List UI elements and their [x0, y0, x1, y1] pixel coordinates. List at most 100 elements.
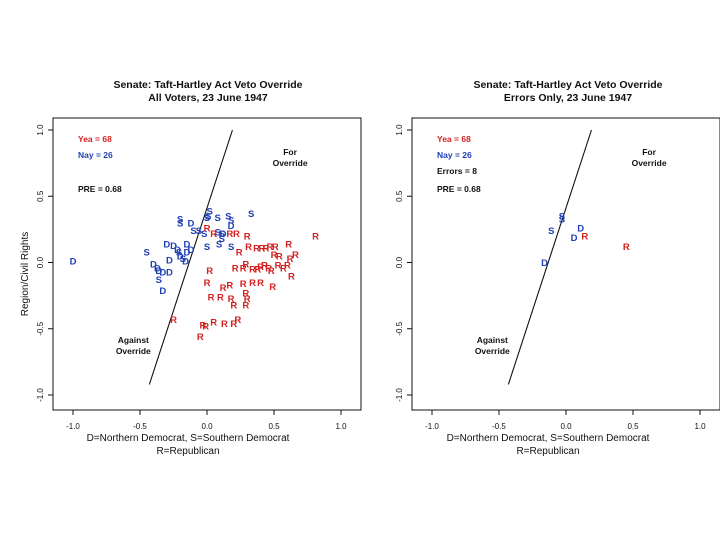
point-republican: R: [287, 254, 294, 265]
point-republican: R: [276, 251, 283, 262]
x-tick-label: 0.5: [627, 422, 639, 431]
point-northern-democrat: D: [155, 266, 162, 277]
point-republican: R: [234, 315, 241, 326]
point-northern-democrat: D: [154, 263, 161, 274]
x-tick-label: 0.0: [201, 422, 213, 431]
point-republican: R: [240, 263, 247, 274]
y-tick-label: -0.5: [395, 321, 404, 335]
point-republican: R: [254, 265, 261, 276]
point-republican: R: [275, 261, 282, 272]
panel-all-voters: Senate: Taft-Hartley Act Veto OverrideAl…: [20, 79, 362, 457]
point-southern-democrat: S: [559, 214, 565, 225]
point-northern-democrat: D: [166, 255, 173, 266]
point-republican: R: [202, 322, 209, 333]
point-republican: R: [263, 243, 270, 254]
point-northern-democrat: D: [170, 241, 177, 252]
against-label: Against: [118, 335, 149, 345]
point-southern-democrat: S: [205, 212, 211, 223]
point-southern-democrat: S: [215, 213, 221, 224]
point-southern-democrat: S: [176, 247, 182, 258]
point-northern-democrat: D: [182, 257, 189, 268]
point-republican: R: [285, 239, 292, 250]
point-northern-democrat: D: [177, 251, 184, 262]
stat-label: PRE = 0.68: [437, 184, 481, 194]
point-republican: R: [233, 229, 240, 240]
stat-label: Yea = 68: [78, 134, 112, 144]
point-northern-democrat: D: [571, 233, 578, 244]
y-tick-label: -1.0: [395, 388, 404, 402]
point-southern-democrat: S: [204, 213, 210, 224]
point-republican: R: [280, 263, 287, 274]
point-southern-democrat: S: [219, 234, 225, 245]
point-southern-democrat: S: [204, 242, 210, 253]
y-tick-label: 0.0: [36, 256, 45, 268]
point-northern-democrat: D: [166, 267, 173, 278]
point-southern-democrat: S: [190, 226, 196, 237]
x-tick-label: 1.0: [335, 422, 347, 431]
stat-label: Yea = 68: [437, 134, 471, 144]
point-republican: R: [269, 282, 276, 293]
point-republican: R: [204, 278, 211, 289]
cutting-line: [507, 129, 592, 385]
point-southern-democrat: S: [216, 239, 222, 250]
against-label-line2: Override: [116, 346, 151, 356]
chart-subtitle: Errors Only, 23 June 1947: [504, 92, 632, 104]
point-republican: R: [265, 263, 272, 274]
x-tick-label: -0.5: [492, 422, 506, 431]
against-label: Against: [477, 335, 508, 345]
point-southern-democrat: S: [207, 206, 213, 217]
x-axis-label: D=Northern Democrat, S=Southern Democrat: [447, 433, 650, 444]
y-tick-label: 0.5: [36, 190, 45, 202]
y-axis-label: Region/Civil Rights: [20, 232, 31, 316]
point-republican: R: [221, 319, 228, 330]
point-republican: R: [210, 229, 217, 240]
point-republican: R: [200, 320, 207, 331]
x-axis-label-line2: R=Republican: [516, 446, 579, 457]
y-tick-label: -1.0: [36, 388, 45, 402]
cutting-line: [148, 129, 233, 385]
point-northern-democrat: D: [159, 286, 166, 297]
x-tick-label: 1.0: [694, 422, 706, 431]
point-republican: R: [210, 318, 217, 329]
point-republican: R: [288, 271, 295, 282]
point-southern-democrat: S: [225, 212, 231, 223]
y-tick-label: 0.5: [395, 190, 404, 202]
chart-subtitle: All Voters, 23 June 1947: [148, 92, 268, 104]
for-label-line2: Override: [273, 158, 308, 168]
point-republican: R: [208, 292, 215, 303]
point-republican: R: [257, 262, 264, 273]
chart-title: Senate: Taft-Hartley Act Veto Override: [113, 79, 302, 91]
point-republican: R: [242, 300, 249, 311]
point-southern-democrat: S: [177, 218, 183, 229]
point-republican: R: [272, 242, 279, 253]
x-tick-label: -1.0: [66, 422, 80, 431]
point-republican: R: [259, 243, 266, 254]
point-republican: R: [197, 332, 204, 343]
point-northern-democrat: D: [577, 224, 584, 235]
x-tick-label: -0.5: [133, 422, 147, 431]
for-label-line2: Override: [632, 158, 667, 168]
point-southern-democrat: S: [559, 212, 565, 223]
point-republican: R: [230, 300, 237, 311]
point-northern-democrat: D: [174, 245, 181, 256]
point-republican: R: [170, 315, 177, 326]
point-southern-democrat: S: [177, 214, 183, 225]
point-northern-democrat: D: [183, 239, 190, 250]
point-republican: R: [236, 247, 243, 258]
y-tick-label: 1.0: [395, 124, 404, 136]
y-tick-label: 1.0: [36, 124, 45, 136]
point-northern-democrat: D: [228, 221, 235, 232]
point-republican: R: [226, 229, 233, 240]
point-northern-democrat: D: [150, 259, 157, 270]
point-republican: R: [261, 261, 268, 272]
point-southern-democrat: S: [228, 242, 234, 253]
point-southern-democrat: S: [548, 226, 554, 237]
stat-label: Nay = 26: [78, 150, 113, 160]
point-republican: R: [271, 250, 278, 261]
point-southern-democrat: S: [144, 247, 150, 258]
point-republican: R: [220, 283, 227, 294]
point-republican: R: [217, 292, 224, 303]
plot-frame: [411, 117, 720, 411]
point-southern-democrat: S: [219, 229, 225, 240]
